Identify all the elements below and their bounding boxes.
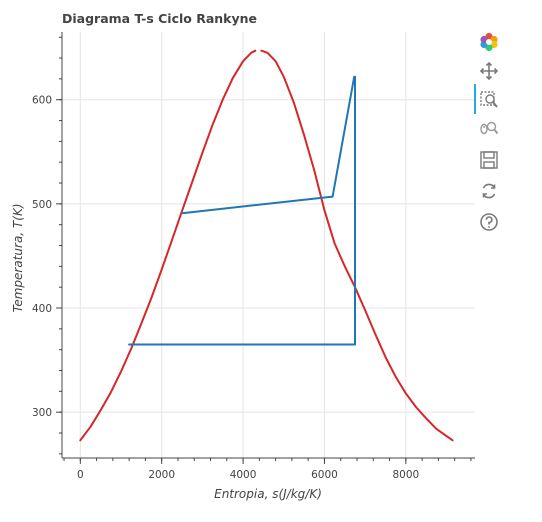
series xyxy=(79,49,454,442)
series-line-2 xyxy=(128,75,356,346)
x-axis-label: Entropia, s(J/kg/K) xyxy=(214,487,322,501)
chart-title: Diagrama T-s Ciclo Rankyne xyxy=(62,11,257,26)
bokeh-logo-icon[interactable] xyxy=(474,28,504,56)
x-tick-label-1: 2000 xyxy=(148,469,175,481)
y-axis-label: Temperatura, T(K) xyxy=(11,204,25,313)
box-zoom-icon[interactable] xyxy=(474,86,504,114)
y-tick-label-3: 600 xyxy=(32,95,52,107)
grid xyxy=(62,32,475,458)
x-tick-label-4: 8000 xyxy=(392,469,419,481)
ticks: 0 2000 4000 6000 8000 300 400 500 600 xyxy=(32,36,472,481)
series-line-0 xyxy=(79,49,257,442)
wheel-zoom-icon[interactable] xyxy=(474,115,504,143)
save-icon[interactable] xyxy=(474,146,504,174)
y-tick-label-0: 300 xyxy=(32,407,52,419)
help-icon[interactable] xyxy=(474,208,504,236)
pan-icon[interactable] xyxy=(474,57,504,85)
y-tick-label-1: 400 xyxy=(32,303,52,315)
active-tool-indicator xyxy=(474,84,476,114)
x-tick-label-0: 0 xyxy=(77,469,84,481)
reset-icon[interactable] xyxy=(474,177,504,205)
y-tick-label-2: 500 xyxy=(32,199,52,211)
series-line-1 xyxy=(260,49,454,442)
x-tick-label-2: 4000 xyxy=(230,469,257,481)
axes xyxy=(61,32,475,459)
x-tick-label-3: 6000 xyxy=(311,469,338,481)
